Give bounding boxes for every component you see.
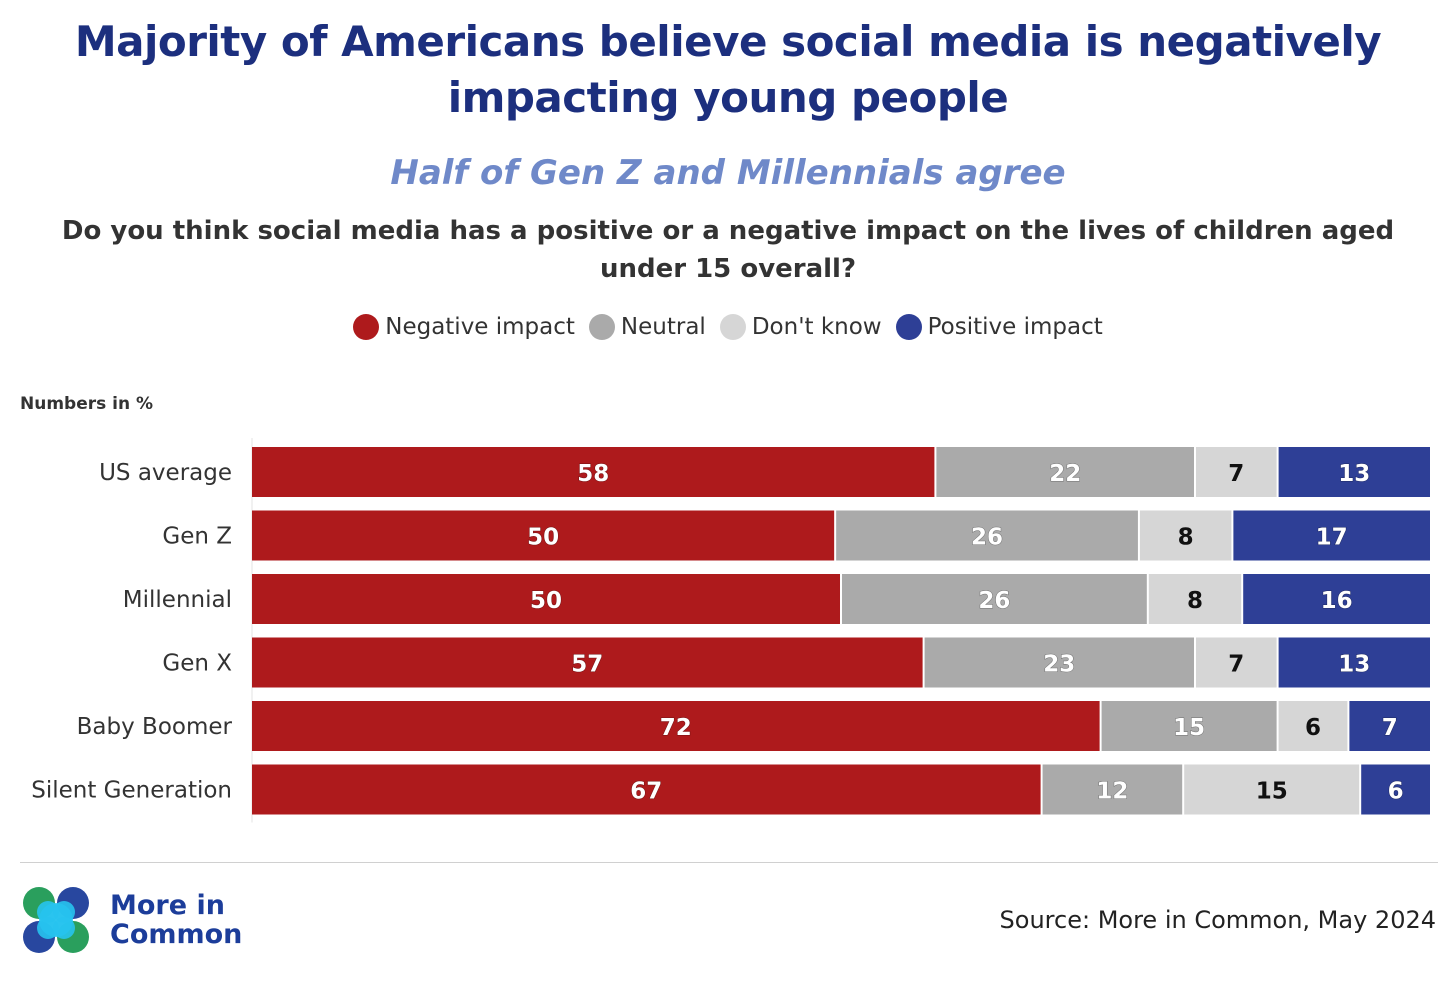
source-note: Source: More in Common, May 2024 xyxy=(999,906,1436,934)
data-label-gen-z-positive-impact: 17 xyxy=(1316,525,1348,551)
bar-baby-boomer-neutral xyxy=(1101,701,1277,751)
logo: More in Common xyxy=(20,884,242,956)
data-label-gen-x-don-t-know: 7 xyxy=(1228,652,1244,678)
data-label-millennial-positive-impact: 16 xyxy=(1321,588,1353,614)
legend-label-positive: Positive impact xyxy=(927,314,1103,340)
data-label-gen-x-negative-impact: 57 xyxy=(571,652,603,678)
stacked-bar-chart: US average 58 22 7 13 Gen Z 50 26 8 17 Millennial 5… xyxy=(31,438,1430,823)
legend-label-dont-know: Don't know xyxy=(751,314,882,340)
legend-swatch-neutral xyxy=(588,314,615,340)
data-label-gen-z-neutral: 26 xyxy=(971,525,1003,551)
bar-silent-generation-don-t-know xyxy=(1184,764,1360,815)
data-label-silent-generation-don-t-know: 15 xyxy=(1256,779,1288,805)
legend-label-negative: Negative impact xyxy=(385,314,575,340)
legend-label-neutral: Neutral xyxy=(620,314,706,340)
legend-item-negative: Negative impact xyxy=(353,314,575,340)
data-label-gen-x-neutral: 23 xyxy=(1043,652,1075,678)
bar-millennial-don-t-know xyxy=(1148,574,1242,624)
logo-wordmark: More in Common xyxy=(110,891,242,949)
category-label-gen-x: Gen X xyxy=(162,651,232,677)
category-label-us-average: US average xyxy=(99,460,232,486)
bar-us-average-negative-impact xyxy=(252,447,935,497)
chart-subtitle: Half of Gen Z and Millennials agree xyxy=(390,153,1066,193)
units-note: Numbers in % xyxy=(20,394,154,414)
legend-item-dont-know: Don't know xyxy=(719,314,882,340)
category-label-millennial: Millennial xyxy=(123,587,232,613)
data-label-baby-boomer-neutral: 15 xyxy=(1173,715,1205,741)
bar-baby-boomer-positive-impact xyxy=(1349,701,1430,751)
bar-gen-z-don-t-know xyxy=(1139,510,1232,561)
logo-text-line2: Common xyxy=(110,919,243,950)
bar-gen-x-negative-impact xyxy=(252,637,923,688)
bar-gen-z-neutral xyxy=(836,510,1138,561)
bar-gen-x-neutral xyxy=(924,637,1194,688)
bar-silent-generation-negative-impact xyxy=(252,764,1041,815)
data-label-gen-z-don-t-know: 8 xyxy=(1178,525,1194,551)
data-label-us-average-negative-impact: 58 xyxy=(577,461,609,487)
bar-us-average-neutral xyxy=(936,447,1194,497)
category-label-gen-z: Gen Z xyxy=(162,524,232,550)
bar-millennial-neutral xyxy=(842,574,1147,624)
data-label-silent-generation-positive-impact: 6 xyxy=(1388,779,1404,805)
data-label-baby-boomer-negative-impact: 72 xyxy=(660,715,692,741)
legend-swatch-negative xyxy=(353,314,380,340)
category-label-baby-boomer: Baby Boomer xyxy=(77,714,233,740)
bar-us-average-don-t-know xyxy=(1196,447,1277,497)
data-label-millennial-don-t-know: 8 xyxy=(1187,588,1203,614)
bar-silent-generation-positive-impact xyxy=(1361,764,1430,815)
bar-millennial-negative-impact xyxy=(252,574,840,624)
data-label-baby-boomer-don-t-know: 6 xyxy=(1305,715,1321,741)
data-label-gen-z-negative-impact: 50 xyxy=(527,525,559,551)
bar-millennial-positive-impact xyxy=(1243,574,1430,624)
bar-gen-x-don-t-know xyxy=(1196,637,1277,688)
legend-swatch-dont-know xyxy=(719,314,746,340)
data-label-us-average-positive-impact: 13 xyxy=(1338,461,1370,487)
data-label-silent-generation-negative-impact: 67 xyxy=(630,779,662,805)
data-label-millennial-negative-impact: 50 xyxy=(530,588,562,614)
bar-baby-boomer-don-t-know xyxy=(1278,701,1348,751)
data-label-us-average-neutral: 22 xyxy=(1049,461,1081,487)
data-label-baby-boomer-positive-impact: 7 xyxy=(1382,715,1398,741)
legend-item-positive: Positive impact xyxy=(895,314,1103,340)
bar-gen-z-positive-impact xyxy=(1233,510,1430,561)
chart-title: Majority of Americans believe social med… xyxy=(74,17,1382,122)
data-label-gen-x-positive-impact: 13 xyxy=(1338,652,1370,678)
legend-swatch-positive xyxy=(895,314,922,340)
bar-gen-x-positive-impact xyxy=(1278,637,1430,688)
logo-text-line1: More in xyxy=(110,890,225,921)
category-label-silent-generation: Silent Generation xyxy=(31,778,232,804)
footer-divider xyxy=(20,862,1438,863)
logo-icon xyxy=(23,887,89,953)
bar-us-average-positive-impact xyxy=(1278,447,1430,497)
bar-gen-z-negative-impact xyxy=(252,510,835,561)
bar-silent-generation-neutral xyxy=(1042,764,1183,815)
legend: Negative impact Neutral Don't know Posit… xyxy=(0,314,1456,340)
data-label-us-average-don-t-know: 7 xyxy=(1228,461,1244,487)
data-label-silent-generation-neutral: 12 xyxy=(1096,779,1128,805)
bar-baby-boomer-negative-impact xyxy=(252,701,1100,751)
legend-item-neutral: Neutral xyxy=(588,314,706,340)
survey-question: Do you think social media has a positive… xyxy=(61,216,1395,284)
data-label-millennial-neutral: 26 xyxy=(978,588,1010,614)
